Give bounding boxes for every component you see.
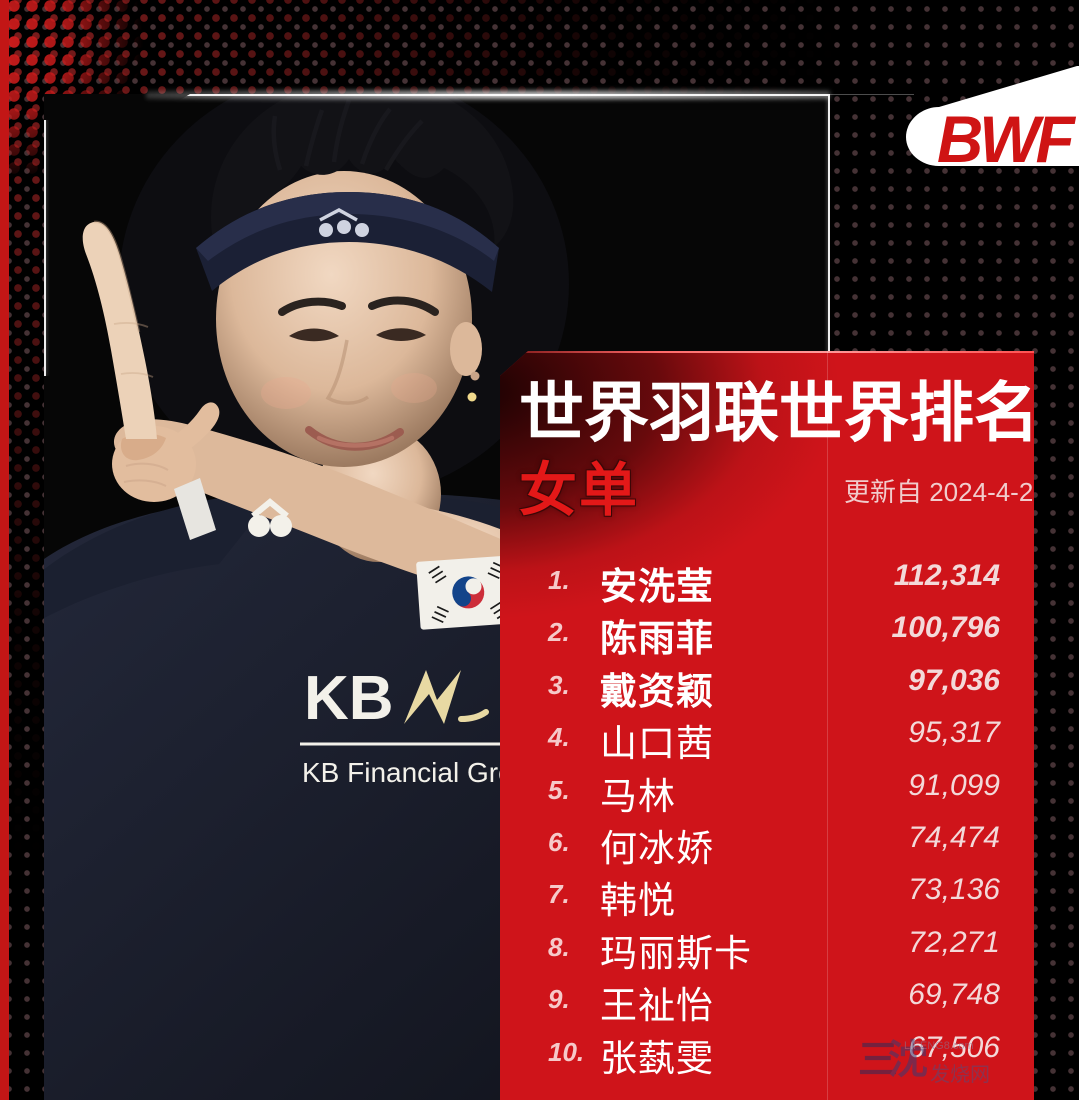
- svg-text:KB: KB: [304, 664, 394, 733]
- svg-text:LIFENG8.com: LIFENG8.com: [904, 1040, 974, 1052]
- svg-text:BWF: BWF: [937, 102, 1077, 176]
- svg-text:发烧网: 发烧网: [930, 1063, 990, 1085]
